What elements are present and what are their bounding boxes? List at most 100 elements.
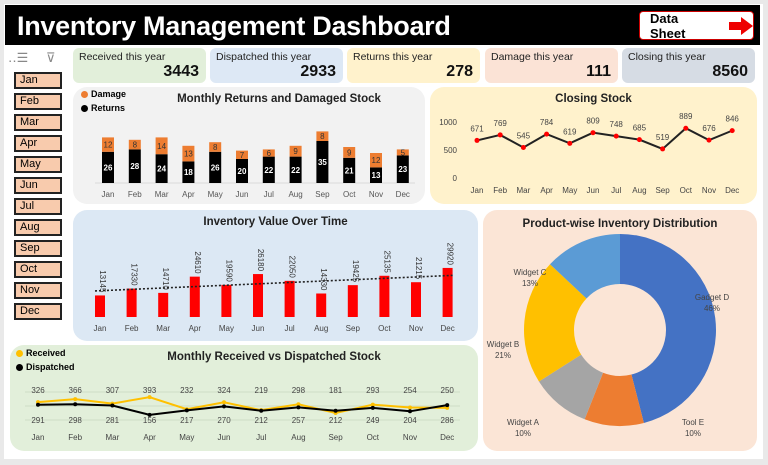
point-dispatched: [445, 403, 450, 408]
closing-point: [474, 137, 480, 143]
clear-filter-icon[interactable]: ⊽: [46, 50, 56, 65]
x-tick-label: Oct: [680, 186, 693, 195]
point-dispatched: [147, 412, 152, 417]
data-label: 204: [403, 416, 417, 425]
slicer-item-dec[interactable]: Dec: [14, 303, 62, 320]
bar-damage: [236, 150, 248, 159]
data-label: 35: [318, 158, 327, 167]
closing-point: [636, 137, 642, 143]
slicer-item-oct[interactable]: Oct: [14, 261, 62, 278]
chart-title: Closing Stock: [555, 93, 632, 105]
data-label: 619: [563, 127, 577, 136]
data-label: 219: [255, 386, 269, 395]
slicer-item-jan[interactable]: Jan: [14, 72, 62, 89]
bar-inventory-value: [316, 293, 327, 317]
bar-returns: [128, 149, 141, 183]
x-tick-label: Jun: [218, 433, 231, 442]
slicer-item-aug[interactable]: Aug: [14, 219, 62, 236]
x-tick-label: Oct: [378, 324, 391, 333]
bar-inventory-value: [411, 282, 421, 317]
data-label: 519: [656, 133, 670, 142]
slicer-item-mar[interactable]: Mar: [14, 114, 62, 131]
bar-returns: [343, 157, 356, 183]
data-label: 24610: [193, 251, 202, 274]
closing-point: [729, 128, 735, 134]
x-tick-label: Nov: [403, 433, 417, 442]
data-label: 212: [255, 416, 269, 425]
data-label: 181: [329, 386, 343, 395]
data-label: 307: [106, 386, 120, 395]
bar-inventory-value: [189, 276, 200, 317]
closing-line: [476, 127, 733, 151]
kpi-card: Received this year 3443: [73, 48, 206, 83]
bar-damage: [182, 145, 195, 162]
x-tick-label: Dec: [725, 186, 739, 195]
legend-returns: Returns: [81, 103, 125, 113]
bar-inventory-value: [442, 267, 453, 317]
kpi-value: 8560: [712, 63, 748, 80]
data-label: 13: [184, 150, 193, 159]
data-label: 685: [633, 124, 647, 133]
data-label: 23: [398, 165, 407, 174]
bar-inventory-value: [158, 292, 169, 317]
bar-damage: [370, 153, 382, 168]
slice-label: Widget C: [514, 268, 547, 277]
data-label: 298: [292, 386, 306, 395]
x-tick-label: Mar: [156, 324, 170, 333]
x-tick-label: Jul: [611, 186, 621, 195]
line-dispatched: [37, 403, 448, 416]
slicer-item-jul[interactable]: Jul: [14, 198, 62, 215]
data-sheet-label: Data Sheet: [650, 10, 686, 41]
x-tick-label: Jan: [102, 190, 115, 199]
legend-received: Received: [16, 348, 66, 358]
slicer-item-jun[interactable]: Jun: [14, 177, 62, 194]
slice-percent: 46%: [704, 304, 720, 313]
page-title: Inventory Management Dashboard: [17, 11, 451, 41]
slicer-item-nov[interactable]: Nov: [14, 282, 62, 299]
slice-label: Gadget D: [695, 293, 729, 302]
bar-returns: [316, 141, 329, 183]
data-label: 286: [441, 416, 455, 425]
bar-returns: [209, 151, 222, 183]
slicer-item-may[interactable]: May: [14, 156, 62, 173]
slice-label: Widget A: [507, 418, 540, 427]
x-tick-label: May: [179, 433, 194, 442]
bar-damage: [343, 147, 356, 158]
x-tick-label: Apr: [540, 186, 553, 195]
bar-damage: [316, 131, 329, 141]
donut-slice: [538, 354, 604, 420]
x-tick-label: Jun: [587, 186, 600, 195]
x-tick-label: May: [219, 324, 234, 333]
kpi-card: Damage this year 111: [485, 48, 618, 83]
closing-point: [567, 140, 573, 146]
donut-slice: [524, 264, 587, 382]
data-label: 8: [133, 141, 138, 150]
slicer-item-sep[interactable]: Sep: [14, 240, 62, 257]
data-label: 21: [345, 166, 354, 175]
data-label: 8: [320, 132, 325, 141]
x-tick-label: Sep: [346, 324, 361, 333]
data-sheet-button[interactable]: Data Sheet: [639, 10, 754, 41]
kpi-label: Closing this year: [628, 51, 706, 63]
x-tick-label: Sep: [655, 186, 670, 195]
slicer-item-apr[interactable]: Apr: [14, 135, 62, 152]
x-tick-label: Jul: [284, 324, 294, 333]
closing-point: [497, 132, 503, 138]
multi-select-icon[interactable]: ‥☰: [8, 50, 29, 65]
bar-returns: [182, 161, 195, 183]
bar-returns: [396, 155, 409, 183]
x-tick-label: Mar: [155, 190, 169, 199]
x-tick-label: Jun: [236, 190, 249, 199]
bar-returns: [289, 156, 302, 183]
bar-returns: [370, 167, 382, 183]
x-tick-label: Jan: [94, 324, 107, 333]
data-label: 298: [69, 416, 83, 425]
bar-inventory-value: [253, 274, 263, 317]
slicer-item-feb[interactable]: Feb: [14, 93, 62, 110]
x-tick-label: Nov: [369, 190, 383, 199]
data-label: 281: [106, 416, 120, 425]
point-dispatched: [370, 405, 375, 410]
data-label: 19590: [224, 260, 233, 283]
data-label: 12: [372, 156, 381, 165]
point-received: [296, 402, 301, 407]
